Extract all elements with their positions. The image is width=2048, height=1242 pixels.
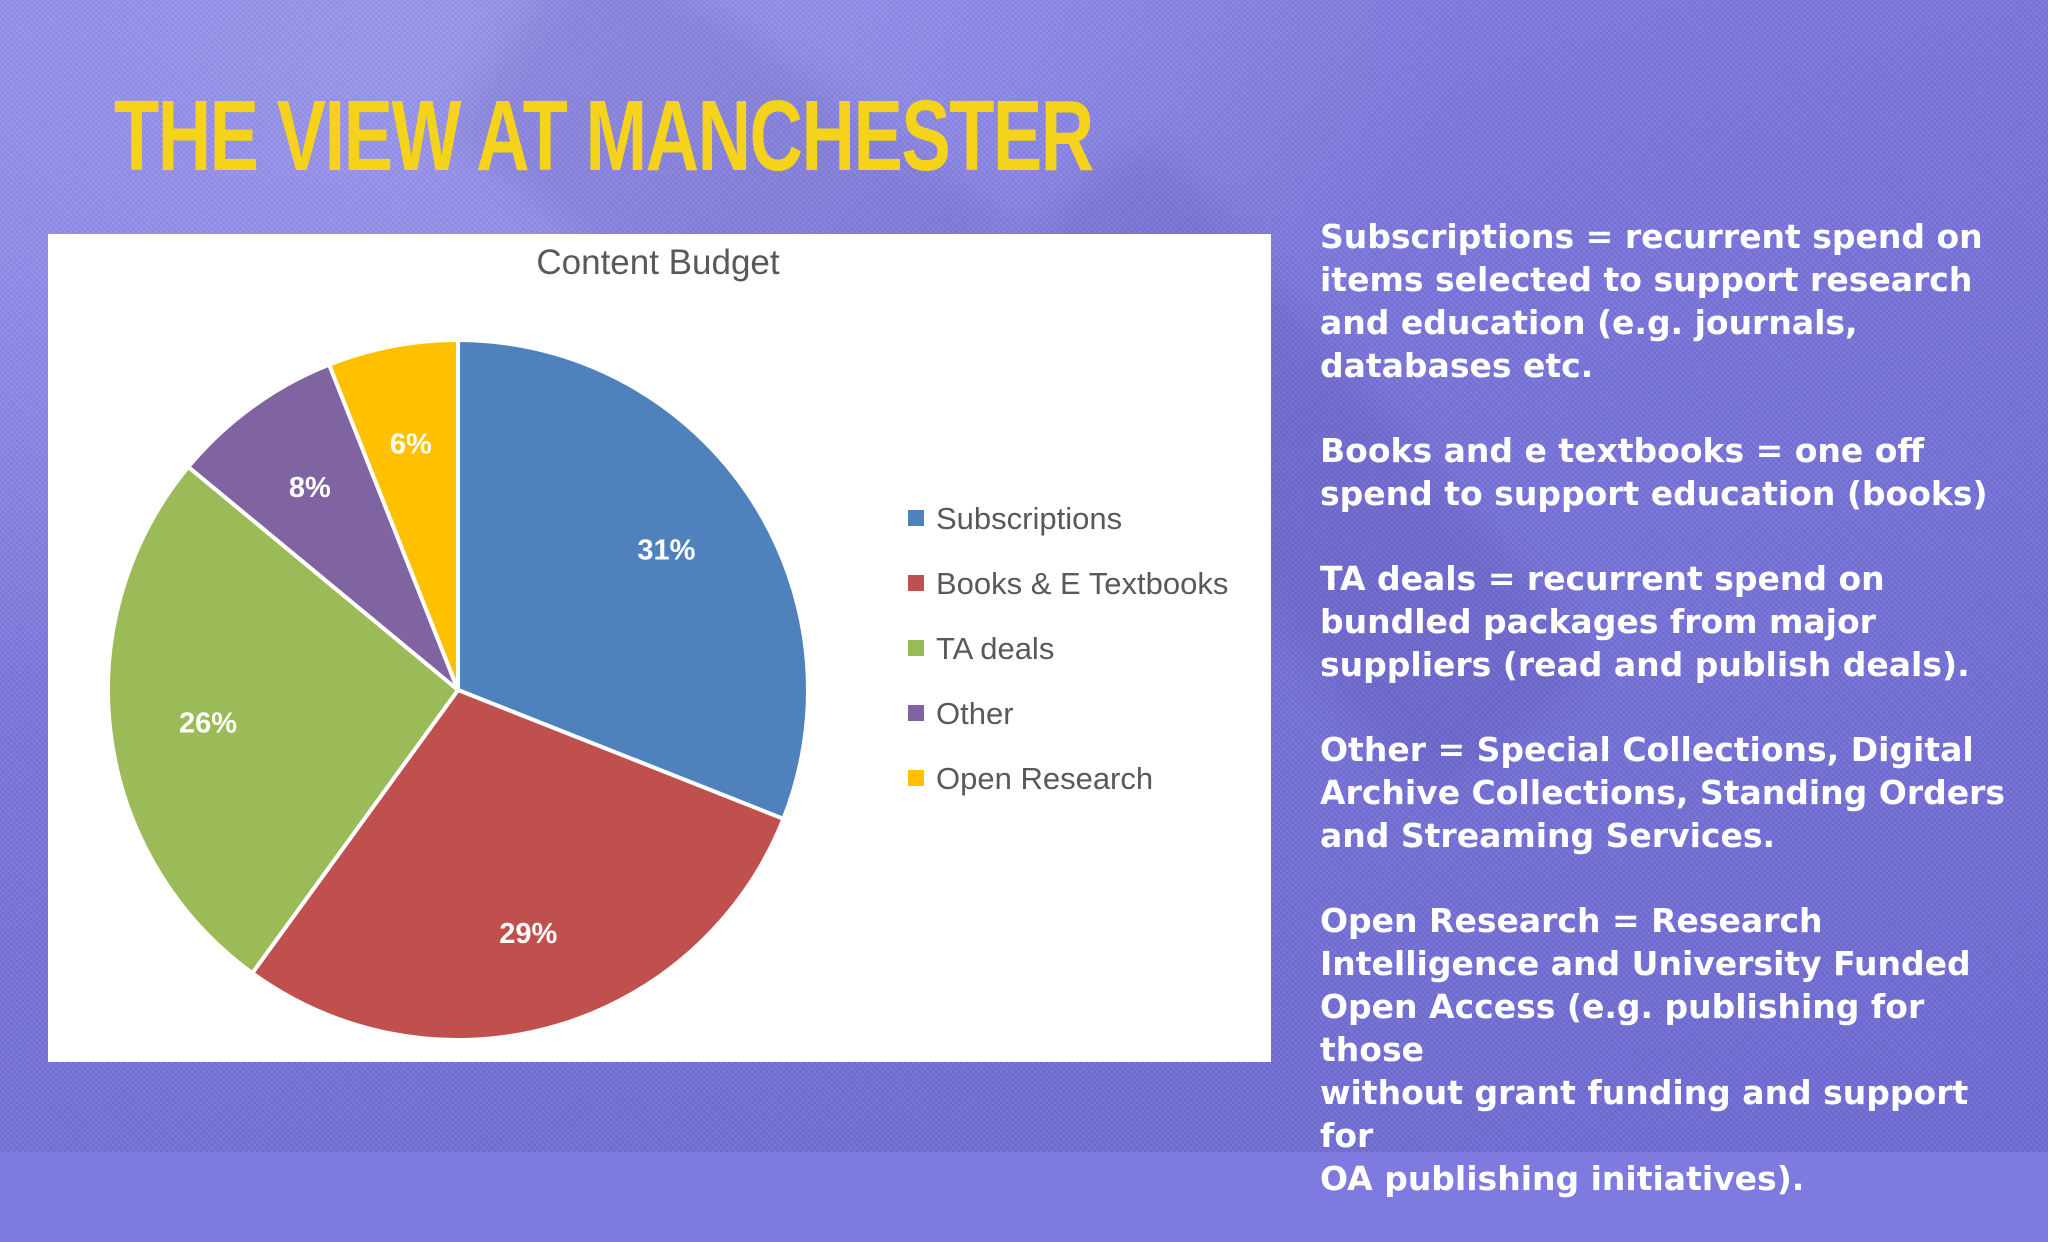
slice-label: 8% (289, 472, 331, 504)
slice-label: 31% (637, 534, 695, 566)
note-ta-deals: TA deals = recurrent spend on bundled pa… (1320, 559, 1970, 684)
legend-swatch (908, 640, 924, 656)
pie-slice-subscriptions (456, 337, 810, 822)
legend-swatch (908, 705, 924, 721)
slide-title: THE VIEW AT MANCHESTER (114, 80, 1094, 192)
legend-swatch (908, 510, 924, 526)
legend-label: Books & E Textbooks (936, 566, 1228, 601)
chart-title: Content Budget (536, 243, 780, 282)
legend-label: Subscriptions (936, 501, 1122, 536)
pie-slice-ta-deals (106, 464, 461, 976)
slice-label: 26% (179, 708, 237, 740)
pie-slice-other (185, 361, 460, 692)
note-open-research: Open Research = Research Intelligence an… (1320, 901, 1971, 1198)
slice-label: 29% (499, 918, 557, 950)
note-subscriptions: Subscriptions = recurrent spend on items… (1320, 217, 1983, 385)
pie-chart: Content Budget 31% 29% 26% 8% 6% Subscriptio… (106, 243, 1228, 1042)
slice-label: 6% (390, 428, 432, 460)
note-books: Books and e textbooks = one off spend to… (1320, 431, 1988, 513)
legend-swatch (908, 575, 924, 591)
notes-panel: Subscriptions = recurrent spend on items… (1320, 215, 2020, 1242)
legend-label: TA deals (936, 631, 1054, 666)
legend-label: Other (936, 696, 1014, 731)
legend-label: Open Research (936, 761, 1153, 796)
chart-panel: Content Budget 31% 29% 26% 8% 6% Subscriptio… (48, 234, 1271, 1062)
note-other: Other = Special Collections, Digital Arc… (1320, 730, 2006, 855)
pie-slice-open-research (326, 337, 460, 691)
legend-swatch (908, 770, 924, 786)
pie-slice-books-e-textbooks (249, 687, 787, 1042)
